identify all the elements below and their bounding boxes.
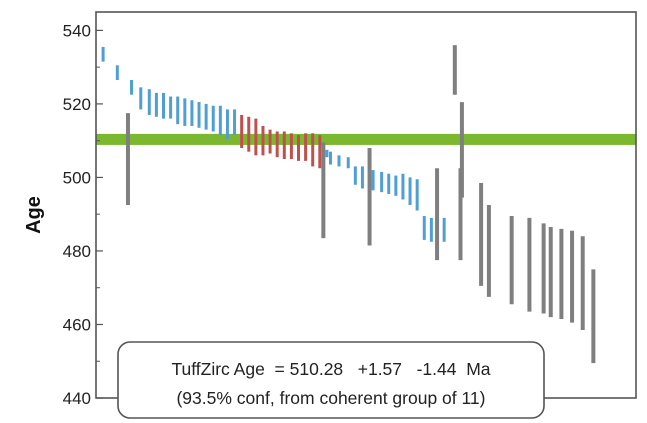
annotation-box — [117, 341, 545, 419]
y-tick-label: 460 — [63, 315, 91, 334]
reference-age-band — [96, 133, 636, 145]
y-tick-label: 520 — [63, 95, 91, 114]
y-tick-label: 480 — [63, 242, 91, 261]
plot-frame — [95, 11, 637, 399]
y-tick-label: 540 — [63, 21, 91, 40]
annotation-line-1: TuffZirc Age = 510.28 +1.57 -1.44 Ma — [171, 359, 490, 379]
age-annotation-box: TuffZirc Age = 510.28 +1.57 -1.44 Ma (93… — [117, 341, 545, 419]
y-axis: 440 460 480 500 520 540 — [63, 21, 103, 408]
y-tick-label: 500 — [63, 168, 91, 187]
y-axis-title: Age — [23, 196, 45, 234]
chart-marks — [96, 45, 636, 364]
y-tick-label: 440 — [63, 389, 91, 408]
annotation-line-2: (93.5% conf, from coherent group of 11) — [176, 388, 485, 408]
